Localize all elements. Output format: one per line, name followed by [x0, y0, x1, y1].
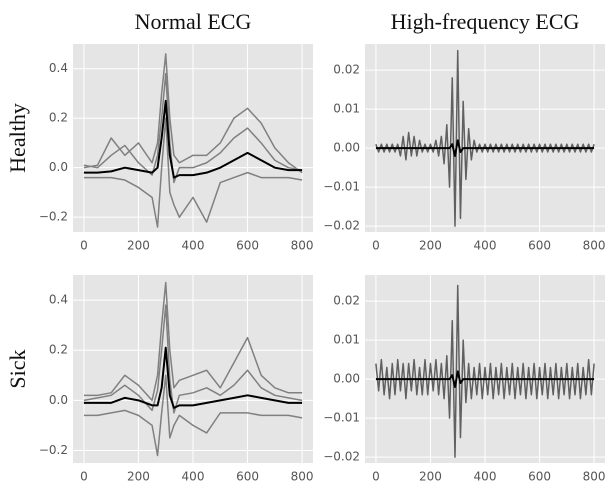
- x-tick-label: 400: [474, 470, 497, 484]
- data-line: [375, 370, 595, 388]
- x-tick-label: 600: [528, 470, 551, 484]
- panel-title: Normal ECG: [135, 9, 252, 34]
- x-tick-label: 0: [80, 239, 88, 253]
- x-tick-label: 0: [80, 470, 88, 484]
- data-line: [375, 139, 595, 157]
- x-tick-label: 600: [236, 239, 259, 253]
- y-tick-label: −0.2: [39, 443, 68, 457]
- row-label: Sick: [5, 349, 30, 388]
- x-tick-label: 0: [372, 470, 380, 484]
- data-line: [83, 117, 303, 228]
- x-tick-label: 800: [583, 239, 606, 253]
- x-tick-label: 600: [236, 470, 259, 484]
- data-line: [375, 49, 595, 227]
- y-tick-label: 0.4: [49, 61, 68, 75]
- y-tick-label: −0.01: [323, 411, 360, 425]
- x-tick-label: 800: [583, 470, 606, 484]
- x-tick-label: 0: [372, 239, 380, 253]
- y-tick-label: −0.02: [323, 219, 360, 233]
- y-tick-label: 0.01: [333, 102, 360, 116]
- x-tick-label: 200: [127, 470, 150, 484]
- data-line: [83, 374, 303, 457]
- x-tick-label: 800: [291, 470, 314, 484]
- y-tick-label: 0.02: [333, 63, 360, 77]
- y-tick-label: −0.01: [323, 180, 360, 194]
- x-tick-label: 200: [419, 239, 442, 253]
- y-tick-label: 0.0: [49, 160, 68, 174]
- x-tick-label: 400: [474, 239, 497, 253]
- data-line: [83, 346, 303, 409]
- data-line: [83, 281, 303, 402]
- y-tick-label: −0.2: [39, 210, 68, 224]
- x-tick-label: 400: [182, 470, 205, 484]
- panel-title: High-frequency ECG: [391, 9, 580, 34]
- y-tick-label: 0.2: [49, 111, 68, 125]
- y-tick-label: 0.2: [49, 343, 68, 357]
- data-line: [83, 99, 303, 179]
- x-tick-label: 200: [419, 470, 442, 484]
- row-label: Healthy: [5, 103, 30, 173]
- x-tick-label: 200: [127, 239, 150, 253]
- y-tick-label: −0.02: [323, 450, 360, 464]
- y-tick-label: 0.02: [333, 294, 360, 308]
- y-tick-label: 0.01: [333, 333, 360, 347]
- x-tick-label: 400: [182, 239, 205, 253]
- y-tick-label: 0.0: [49, 393, 68, 407]
- data-line: [375, 284, 595, 458]
- y-tick-label: 0.00: [333, 141, 360, 155]
- y-tick-label: 0.00: [333, 372, 360, 386]
- data-line: [83, 304, 303, 414]
- data-line: [83, 72, 303, 184]
- y-tick-label: 0.4: [49, 293, 68, 307]
- x-tick-label: 600: [528, 239, 551, 253]
- x-tick-label: 800: [291, 239, 314, 253]
